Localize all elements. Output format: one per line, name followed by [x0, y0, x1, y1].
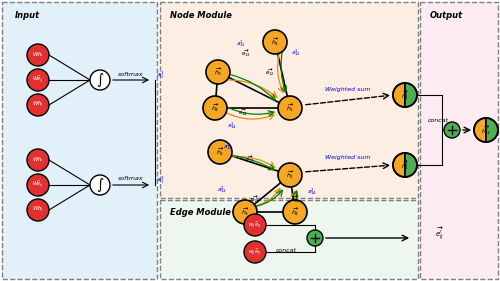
Circle shape — [206, 60, 230, 84]
FancyBboxPatch shape — [2, 2, 157, 279]
Circle shape — [90, 175, 110, 195]
Text: $\overrightarrow{e^{\prime}_{ij}}$: $\overrightarrow{e^{\prime}_{ij}}$ — [435, 226, 444, 243]
Text: $\overrightarrow{h_3}$: $\overrightarrow{h_3}$ — [241, 206, 249, 218]
Text: $w_2\vec{e}_0$: $w_2\vec{e}_0$ — [248, 247, 262, 257]
Text: $\overrightarrow{h_4}$: $\overrightarrow{h_4}$ — [211, 102, 219, 114]
Text: Output: Output — [430, 11, 463, 20]
Circle shape — [307, 230, 323, 246]
Text: $\overrightarrow{h_3}$: $\overrightarrow{h_3}$ — [214, 66, 222, 78]
Circle shape — [208, 140, 232, 164]
Text: $\overrightarrow{h_2}$: $\overrightarrow{h_2}$ — [216, 146, 224, 158]
Text: $a^1_{14}$: $a^1_{14}$ — [227, 121, 237, 132]
Text: $\overrightarrow{h_4}$: $\overrightarrow{h_4}$ — [291, 206, 299, 218]
Text: Edge Module: Edge Module — [170, 208, 231, 217]
Text: $a^1_{12}$: $a^1_{12}$ — [291, 47, 301, 58]
Text: concat: concat — [276, 248, 296, 253]
Text: $a^2_{12}$: $a^2_{12}$ — [223, 142, 233, 152]
FancyBboxPatch shape — [160, 200, 418, 279]
Text: $w_1\vec{e}_0$: $w_1\vec{e}_0$ — [248, 220, 262, 230]
Circle shape — [27, 149, 49, 171]
Text: $a^1_{ij}$: $a^1_{ij}$ — [156, 70, 164, 82]
Circle shape — [283, 200, 307, 224]
Text: $\int$: $\int$ — [96, 71, 104, 89]
Wedge shape — [486, 118, 498, 142]
Circle shape — [90, 70, 110, 90]
Text: $W\vec{e}_{ij}$: $W\vec{e}_{ij}$ — [32, 180, 44, 191]
Text: Weighted sum: Weighted sum — [325, 87, 371, 92]
Circle shape — [27, 174, 49, 196]
Wedge shape — [393, 83, 405, 107]
Text: $\overrightarrow{h^1_1}$: $\overrightarrow{h^1_1}$ — [401, 88, 409, 102]
Text: $Wh_j$: $Wh_j$ — [32, 100, 44, 110]
Text: $\overrightarrow{h'_1}$: $\overrightarrow{h'_1}$ — [481, 123, 491, 137]
Wedge shape — [405, 83, 417, 107]
Text: softmax: softmax — [118, 71, 144, 76]
Circle shape — [27, 199, 49, 221]
Text: $\overrightarrow{e_{14}}$: $\overrightarrow{e_{14}}$ — [290, 193, 300, 205]
Text: $\overrightarrow{e_{13}}$: $\overrightarrow{e_{13}}$ — [250, 193, 260, 205]
Circle shape — [278, 163, 302, 187]
Text: Node Module: Node Module — [170, 11, 232, 20]
FancyBboxPatch shape — [160, 2, 418, 198]
Wedge shape — [393, 153, 405, 177]
Wedge shape — [405, 153, 417, 177]
Text: $Wh_i$: $Wh_i$ — [32, 51, 44, 60]
Text: $\overrightarrow{h_1}$: $\overrightarrow{h_1}$ — [286, 169, 294, 181]
Text: $\overrightarrow{e_{12}}$: $\overrightarrow{e_{12}}$ — [265, 66, 275, 78]
Text: Weighted sum: Weighted sum — [325, 155, 371, 160]
Text: $Wh_j$: $Wh_j$ — [32, 205, 44, 215]
Text: $\overrightarrow{e_{13}}$: $\overrightarrow{e_{13}}$ — [241, 47, 251, 59]
Text: Input: Input — [15, 11, 40, 20]
Text: $a^2_{14}$: $a^2_{14}$ — [307, 187, 317, 197]
Text: softmax: softmax — [118, 176, 144, 182]
Circle shape — [27, 69, 49, 91]
Circle shape — [244, 241, 266, 263]
Text: $W\vec{e}_{ij}$: $W\vec{e}_{ij}$ — [32, 74, 44, 85]
Text: concat: concat — [428, 119, 448, 124]
Circle shape — [263, 30, 287, 54]
Circle shape — [27, 94, 49, 116]
FancyBboxPatch shape — [420, 2, 498, 279]
Circle shape — [278, 96, 302, 120]
Text: $\int$: $\int$ — [96, 176, 104, 194]
Circle shape — [27, 44, 49, 66]
Text: $\overrightarrow{h_1}$: $\overrightarrow{h_1}$ — [286, 102, 294, 114]
Circle shape — [203, 96, 227, 120]
Text: $a^2_{13}$: $a^2_{13}$ — [217, 185, 227, 195]
Wedge shape — [474, 118, 486, 142]
Text: $\overrightarrow{h_2}$: $\overrightarrow{h_2}$ — [271, 36, 279, 48]
Text: $a^1_{ij}$: $a^1_{ij}$ — [156, 175, 164, 187]
Text: $\overrightarrow{h^2_1}$: $\overrightarrow{h^2_1}$ — [401, 158, 409, 172]
Text: $a^1_{13}$: $a^1_{13}$ — [236, 38, 246, 49]
Text: $\overrightarrow{e_{12}}$: $\overrightarrow{e_{12}}$ — [245, 153, 255, 165]
Circle shape — [444, 122, 460, 138]
Circle shape — [244, 214, 266, 236]
Circle shape — [233, 200, 257, 224]
Text: $Wh_i$: $Wh_i$ — [32, 156, 44, 164]
Text: $\overrightarrow{e_{14}}$: $\overrightarrow{e_{14}}$ — [238, 106, 248, 118]
